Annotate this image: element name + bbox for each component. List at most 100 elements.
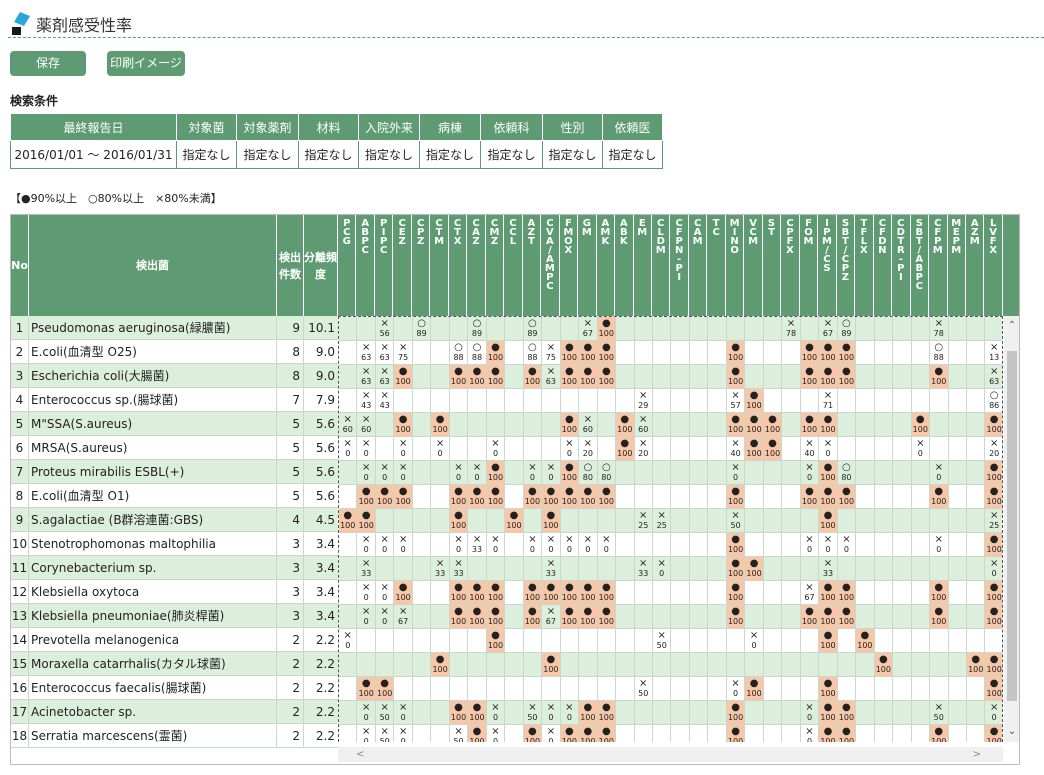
susceptibility-cell xyxy=(782,653,801,677)
susceptibility-cell xyxy=(671,485,690,509)
susceptibility-rate: 63 xyxy=(361,353,372,362)
scroll-thumb[interactable] xyxy=(1007,351,1017,701)
susceptibility-rate: 50 xyxy=(730,521,741,530)
susceptibility-symbol: ● xyxy=(823,342,833,353)
table-row[interactable]: 11 Corynebacterium sp. 3 3.4 xyxy=(11,556,338,580)
susceptibility-cell xyxy=(449,389,469,413)
detect-count: 9 xyxy=(277,316,304,340)
susceptibility-rate: 13 xyxy=(989,353,1000,362)
susceptibility-symbol: ● xyxy=(749,390,759,401)
drug-header-14: AMK xyxy=(597,215,616,316)
susceptibility-cell: × 63 xyxy=(375,365,395,389)
vertical-scrollbar[interactable]: ⌃ ⌄ xyxy=(1004,316,1019,742)
table-row[interactable]: 18 Serratia marcescens(霊菌) 2 2.2 xyxy=(11,724,338,748)
susceptibility-symbol: ○ xyxy=(454,342,463,353)
susceptibility-symbol: × xyxy=(528,534,537,545)
susceptibility-cell: × 40 xyxy=(800,437,820,461)
table-row[interactable]: 10 Stenotrophomonas maltophilia 3 3.4 xyxy=(11,532,338,556)
susceptibility-rate: 100 xyxy=(838,593,855,602)
susceptibility-cell xyxy=(708,485,727,509)
value-department: 指定なし xyxy=(480,140,543,169)
drug-header-8: CMZ xyxy=(486,215,505,316)
susceptibility-symbol: × xyxy=(916,438,925,449)
horizontal-scrollbar[interactable]: < > xyxy=(338,747,1003,762)
table-row[interactable]: 12 Klebsiella oxytoca 3 3.4 xyxy=(11,580,338,604)
susceptibility-cell xyxy=(745,533,764,557)
scroll-left-icon[interactable]: < xyxy=(356,749,365,760)
table-row[interactable]: 14 Prevotella melanogenica 2 2.2 xyxy=(11,628,338,652)
scroll-right-icon[interactable]: > xyxy=(972,749,981,760)
table-row[interactable]: 4 Enterococcus sp.(腸球菌) 7 7.9 xyxy=(11,388,338,412)
susceptibility-rate: 100 xyxy=(340,521,356,530)
susceptibility-symbol: × xyxy=(639,414,648,425)
susceptibility-rate: 50 xyxy=(453,737,464,742)
susceptibility-symbol: ● xyxy=(398,486,408,497)
susceptibility-cell: ● 100 xyxy=(394,485,413,509)
susceptibility-symbol: ● xyxy=(491,582,500,593)
table-row[interactable]: 3 Escherichia coli(大腸菌) 8 9.0 xyxy=(11,364,338,388)
susceptibility-rate: 100 xyxy=(524,737,541,742)
susceptibility-rate: 0 xyxy=(806,473,813,482)
susceptibility-cell xyxy=(505,485,524,509)
susceptibility-cell xyxy=(745,485,764,509)
susceptibility-cell: ● 100 xyxy=(579,581,598,605)
susceptibility-cell xyxy=(431,365,450,389)
susceptibility-rate: 100 xyxy=(801,353,818,362)
table-row[interactable]: 7 Proteus mirabilis ESBL(+) 5 5.6 xyxy=(11,460,338,484)
susceptibility-cell: × 33 xyxy=(468,533,487,557)
susceptibility-rate: 100 xyxy=(395,425,411,434)
susceptibility-cell: × 50 xyxy=(930,701,949,725)
susceptibility-symbol: ● xyxy=(435,414,445,425)
susceptibility-rate: 0 xyxy=(936,545,942,554)
susceptibility-symbol: × xyxy=(602,534,611,545)
table-row[interactable]: 9 S.agalactiae (B群溶連菌:GBS) 4 4.5 xyxy=(11,508,338,532)
table-row[interactable]: 13 Klebsiella pneumoniae(肺炎桿菌) 3 3.4 xyxy=(11,604,338,628)
susceptibility-cell: ● 100 xyxy=(597,317,617,341)
drug-row: × 63 × 63 ● 100 ● 100 ● 100 ● 100 ● 100 × 63 ● 100 ● 100 ● 10… xyxy=(339,365,1002,389)
susceptibility-cell: ● 100 xyxy=(819,509,838,533)
table-row[interactable]: 16 Enterococcus faecalis(腸球菌) 2 2.2 xyxy=(11,676,338,700)
table-row[interactable]: 5 M"SSA(S.aureus) 5 5.6 xyxy=(11,412,338,436)
value-ward: 指定なし xyxy=(419,140,481,169)
susceptibility-cell xyxy=(616,317,635,341)
susceptibility-cell: ○ 89 xyxy=(412,317,432,341)
row-no: 1 xyxy=(11,316,29,340)
susceptibility-symbol: ● xyxy=(564,366,574,377)
susceptibility-rate: 20 xyxy=(582,449,593,458)
scroll-down-icon[interactable]: ⌄ xyxy=(1007,726,1017,737)
search-value-row: 2016/01/01 〜 2016/01/31 指定なし 指定なし 指定なし 指… xyxy=(10,140,663,169)
susceptibility-cell: ● 100 xyxy=(930,581,949,605)
susceptibility-cell: ● 100 xyxy=(837,341,857,365)
isolation-freq: 3.4 xyxy=(315,537,335,551)
susceptibility-rate: 0 xyxy=(400,473,406,482)
susceptibility-cell xyxy=(893,509,912,533)
save-button[interactable]: 保存 xyxy=(10,51,86,76)
table-row[interactable]: 17 Acinetobacter sp. 2 2.2 xyxy=(11,700,338,724)
susceptibility-rate: 100 xyxy=(469,713,485,722)
table-row[interactable]: 1 Pseudomonas aeruginosa(緑膿菌) 9 10.1 xyxy=(11,316,338,340)
drug-header-label: CTX xyxy=(452,218,464,245)
susceptibility-rate: 100 xyxy=(487,377,504,386)
table-row[interactable]: 6 MRSA(S.aureus) 5 5.6 xyxy=(11,436,338,460)
susceptibility-symbol: × xyxy=(731,678,740,689)
susceptibility-cell: × 0 xyxy=(357,437,376,461)
print-preview-button[interactable]: 印刷イメージ xyxy=(107,51,185,76)
bacteria-name: Stenotrophomonas maltophilia xyxy=(29,532,277,556)
scroll-up-icon[interactable]: ⌃ xyxy=(1007,320,1017,331)
susceptibility-cell: × 56 xyxy=(375,317,395,341)
susceptibility-cell xyxy=(764,725,783,742)
susceptibility-cell: ● 100 xyxy=(856,629,875,653)
table-row[interactable]: 8 E.coli(血清型 O1) 5 5.6 xyxy=(11,484,338,508)
susceptibility-rate: 50 xyxy=(379,713,390,722)
susceptibility-cell: × 0 xyxy=(449,533,469,557)
table-row[interactable]: 2 E.coli(血清型 O25) 8 9.0 xyxy=(11,340,338,364)
susceptibility-cell: ● 100 xyxy=(726,485,746,509)
susceptibility-cell xyxy=(339,533,358,557)
susceptibility-cell: ● 100 xyxy=(726,581,746,605)
drug-header-18: CFPN-PI xyxy=(670,215,689,316)
table-row[interactable]: 15 Moraxella catarrhalis(カタル球菌) 2 2.2 xyxy=(11,652,338,676)
susceptibility-rate: 100 xyxy=(617,425,633,434)
susceptibility-cell xyxy=(893,677,912,701)
susceptibility-cell xyxy=(893,725,912,742)
susceptibility-cell: ● 100 xyxy=(726,413,746,437)
